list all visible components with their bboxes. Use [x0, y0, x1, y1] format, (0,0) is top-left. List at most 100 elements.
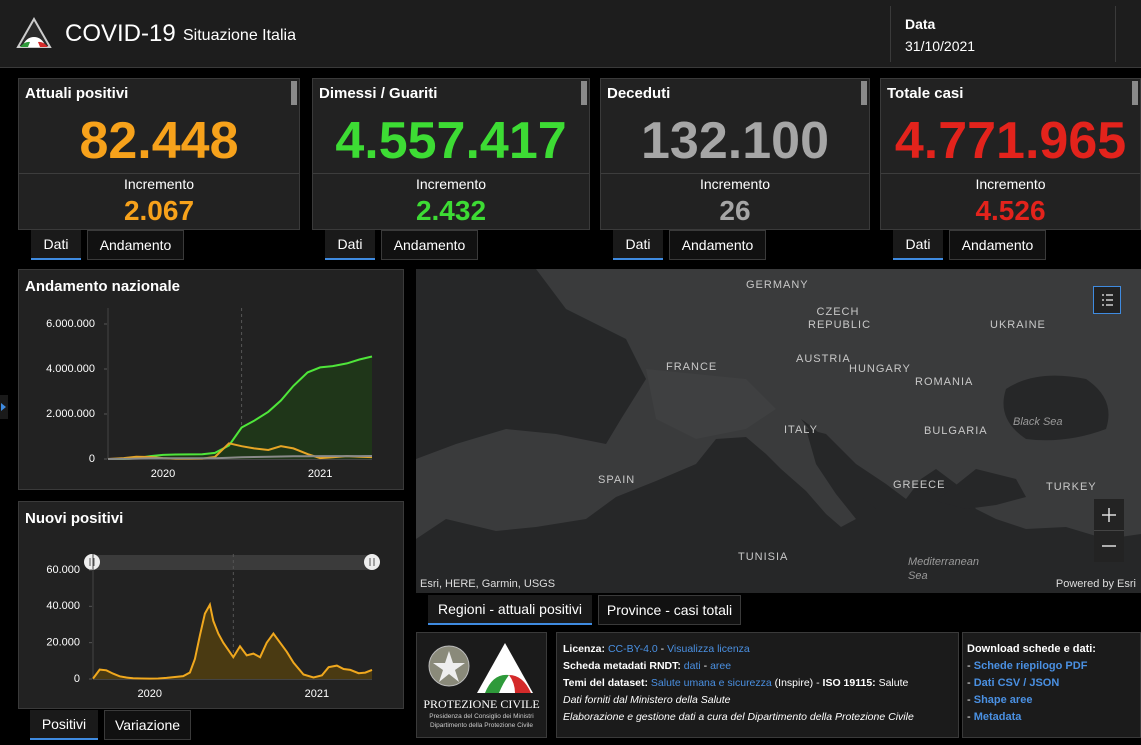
increment-value: 26 [719, 195, 751, 226]
scrollbar [1132, 81, 1138, 105]
logo-icon [16, 17, 52, 48]
legend-button[interactable] [1093, 286, 1121, 314]
map-base [416, 269, 1141, 593]
zoom-control [1094, 499, 1124, 562]
side-toggle[interactable] [0, 395, 8, 419]
info-panel: Licenza: CC-BY-4.0 - Visualizza licenza … [556, 632, 959, 738]
y-tick-label: 40.000 [46, 600, 80, 612]
separator [313, 173, 589, 174]
separator [881, 173, 1140, 174]
logos [428, 643, 533, 693]
line [107, 455, 373, 460]
tab[interactable]: Dati [613, 230, 663, 260]
text: - [703, 660, 708, 672]
card: Totale casi 4.771.965 Incremento 4.526 [880, 78, 1141, 230]
map-label: BULGARIA [924, 425, 988, 437]
map-label: FRANCE [666, 361, 718, 373]
increment-value: 2.067 [123, 195, 195, 226]
date-label: Data [905, 16, 936, 32]
x-tick-label: 2021 [308, 468, 332, 480]
link[interactable]: aree [710, 660, 732, 672]
map-label: GREECE [893, 479, 946, 491]
card-title: Dimessi / Guariti [319, 85, 438, 102]
slider-handle[interactable] [84, 554, 100, 570]
powered-by[interactable]: Powered by Esri [1055, 578, 1136, 590]
bullet: - [967, 711, 971, 723]
line [92, 601, 373, 680]
card-value: 132.100 [641, 112, 829, 170]
bullet: - [967, 694, 971, 706]
link[interactable]: Metadata [973, 711, 1022, 723]
download-list: - Schede riepilogo PDF - Dati CSV / JSON -… [967, 658, 1136, 726]
text: Salute [878, 677, 909, 689]
info-line: Licenza: CC-BY-4.0 - Visualizza licenza [563, 641, 952, 658]
area [93, 604, 372, 679]
header-subtitle: Situazione Italia [183, 27, 296, 44]
label: Scheda metadati RNDT: [563, 660, 681, 672]
header: COVID-19 Situazione Italia Data 31/10/20… [0, 0, 1141, 68]
header-title: COVID-19 [65, 20, 176, 47]
chart: 0 2.000.000 4.000.000 6.000.000 2020 2021 [46, 308, 373, 480]
map-label: CZECH REPUBLIC [808, 306, 872, 331]
area [108, 356, 372, 459]
map-label: ROMANIA [915, 376, 974, 388]
map-label: TURKEY [1046, 481, 1097, 493]
increment-label: Incremento [975, 176, 1046, 192]
tab[interactable]: Variazione [104, 710, 191, 740]
tab[interactable]: Andamento [669, 230, 766, 260]
card-title: Attuali positivi [25, 85, 129, 102]
map-label: TUNISIA [738, 551, 789, 563]
x-tick-label: 2020 [151, 468, 175, 480]
download-item: - Shape aree [967, 692, 1136, 709]
range-slider[interactable] [92, 555, 372, 570]
y-tick-label: 2.000.000 [46, 408, 95, 420]
info-line: Dati forniti dal Ministero della Salute [563, 694, 731, 706]
y-tick-label: 60.000 [46, 564, 80, 576]
map-label: HUNGARY [849, 363, 911, 375]
link[interactable]: Visualizza licenza [667, 643, 750, 655]
label: Licenza: [563, 643, 606, 655]
map-label: AUSTRIA [796, 353, 851, 365]
card-value: 82.448 [79, 112, 239, 170]
slider-handle[interactable] [364, 554, 380, 570]
y-tick-label: 4.000.000 [46, 363, 95, 375]
x-tick-label: 2020 [138, 688, 162, 700]
link[interactable]: dati [683, 660, 701, 672]
scrollbar [581, 81, 587, 105]
tab[interactable]: Regioni - attuali positivi [428, 595, 592, 625]
tab[interactable]: Andamento [87, 230, 184, 260]
date: 31/10/2021 [905, 38, 976, 54]
tab[interactable]: Province - casi totali [598, 595, 741, 625]
link[interactable]: Dati CSV / JSON [973, 677, 1060, 689]
tab[interactable]: Dati [31, 230, 81, 260]
link[interactable]: Shape aree [973, 694, 1033, 706]
increment-label: Incremento [415, 176, 487, 192]
download-item: - Dati CSV / JSON [967, 675, 1136, 692]
map[interactable]: GERMANY CZECH REPUBLIC UKRAINE FRANCE AU… [416, 269, 1141, 593]
tab[interactable]: Andamento [381, 230, 478, 260]
card-title: Totale casi [887, 85, 964, 102]
y-tick-label: 6.000.000 [46, 318, 95, 330]
link[interactable]: Salute umana e sicurezza [650, 677, 772, 689]
tab[interactable]: Andamento [949, 230, 1046, 260]
attribution: Esri, HERE, Garmin, USGS [420, 578, 556, 590]
increment-label: Incremento [123, 176, 195, 192]
scrollbar [861, 81, 867, 105]
info-line: Elaborazione e gestione dati a cura del … [563, 711, 914, 723]
card-value: 4.771.965 [894, 112, 1127, 170]
chart: 0 20.000 40.000 60.000 2020 2021 [46, 554, 380, 700]
link[interactable]: Schede riepilogo PDF [973, 660, 1088, 672]
separator [601, 173, 869, 174]
map-label: ITALY [784, 424, 818, 436]
download-item: - Schede riepilogo PDF [967, 658, 1136, 675]
chart-title: Nuovi positivi [25, 510, 124, 527]
link[interactable]: CC-BY-4.0 [607, 643, 658, 655]
y-tick-label: 20.000 [46, 637, 80, 649]
tab[interactable]: Positivi [30, 710, 98, 740]
chart-title: Andamento nazionale [25, 278, 181, 295]
tab[interactable]: Dati [893, 230, 943, 260]
scrollbar [291, 81, 297, 105]
tab[interactable]: Dati [325, 230, 375, 260]
bullet: - [967, 660, 971, 672]
